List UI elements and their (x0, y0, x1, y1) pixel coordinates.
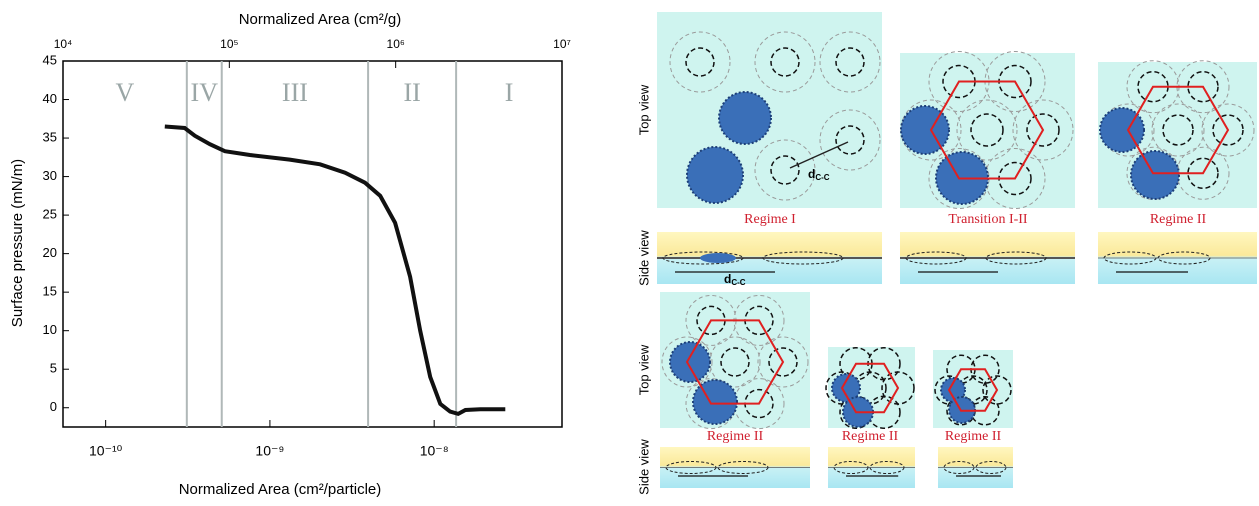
particle-lens (762, 251, 844, 265)
hexagon (1126, 85, 1230, 175)
particle-lens (662, 251, 744, 265)
y-tick-label: 35 (43, 129, 57, 144)
hexagon (947, 368, 999, 412)
regime-label: I (505, 78, 514, 107)
particle (686, 146, 744, 204)
regime-label: IV (191, 78, 219, 107)
exclusion-circle (757, 336, 809, 388)
hexagon (929, 80, 1045, 180)
particle-lens (985, 251, 1047, 265)
regime-label: III (282, 78, 308, 107)
panel-label: Regime II (1150, 212, 1207, 227)
top-tick-label: 10⁷ (553, 37, 571, 51)
curve (164, 124, 506, 417)
core-circle (835, 47, 865, 77)
particle-lens (905, 251, 967, 265)
x-tick-label: 10⁻⁸ (420, 443, 449, 459)
schematic: Top view Side view Top view Side view Regime… (636, 12, 1257, 495)
y-tick-label: 25 (43, 207, 57, 222)
core-circle (770, 155, 800, 185)
exclusion-circle (1012, 99, 1074, 161)
particle-lens (665, 461, 717, 474)
panel-label: Transition I-II (948, 212, 1028, 227)
plot-frame (62, 60, 563, 428)
distance-arrow (789, 141, 849, 169)
particle (692, 379, 738, 425)
exclusion-circle (1176, 60, 1230, 114)
core-circle (835, 125, 865, 155)
particle (718, 91, 772, 145)
exclusion-circle (661, 336, 713, 388)
core-circle (1212, 114, 1244, 146)
particle-lens (1157, 251, 1211, 265)
row-label: Side view (636, 439, 651, 495)
y-tick-label: 30 (43, 168, 57, 183)
particle-lens (1103, 251, 1157, 265)
core-circle (1026, 113, 1060, 147)
exclusion-circle (754, 31, 816, 93)
regime-label: II (403, 78, 420, 107)
top-axis-title: Normalized Area (cm²/g) (239, 11, 402, 28)
row-label: Top view (636, 344, 651, 395)
core-circle (1187, 70, 1219, 103)
particle (1130, 150, 1180, 200)
core-circle (970, 113, 1004, 147)
x-tick-label: 10⁻¹⁰ (89, 443, 123, 459)
panel-label: Regime II (707, 429, 764, 444)
particle (1099, 107, 1145, 153)
y-tick-label: 5 (50, 361, 57, 376)
particle-lens (833, 461, 869, 474)
panel-label: Regime I (744, 212, 796, 227)
exclusion-circle (1201, 103, 1255, 157)
exclusion-circle (1101, 103, 1155, 157)
core-circle (1187, 157, 1219, 190)
particle-side (700, 253, 736, 263)
particle (669, 341, 711, 383)
panel-label: Regime II (945, 429, 1002, 444)
particle-lens (975, 461, 1007, 474)
hexagon (685, 319, 785, 405)
distance-label: dC-C (808, 167, 830, 182)
y-tick-label: 0 (50, 399, 57, 414)
particle-lens (943, 461, 975, 474)
distance-label: dC-C (724, 272, 746, 287)
core-circle (685, 47, 715, 77)
row-label: Side view (636, 230, 651, 286)
y-axis-title: Surface pressure (mN/m) (9, 159, 26, 327)
core-circle (720, 347, 750, 377)
x-tick-label: 10⁻⁹ (255, 443, 284, 459)
row-label: Top view (636, 84, 651, 135)
top-tick-label: 10⁵ (220, 37, 238, 51)
exclusion-circle (956, 99, 1018, 161)
y-tick-label: 45 (43, 52, 57, 67)
core-circle (982, 375, 1012, 405)
exclusion-circle (669, 31, 731, 93)
exclusion-circle (754, 139, 816, 201)
y-tick-label: 15 (43, 284, 57, 299)
hexagon (840, 362, 900, 414)
exclusion-circle (1176, 146, 1230, 200)
exclusion-circle (819, 109, 881, 171)
top-tick-label: 10⁶ (387, 37, 405, 51)
particle-lens (869, 461, 905, 474)
core-circle (770, 47, 800, 77)
particle (940, 377, 966, 403)
y-tick-label: 20 (43, 245, 57, 260)
y-tick-label: 10 (43, 322, 57, 337)
regime-label: V (116, 78, 135, 107)
core-circle (1162, 114, 1194, 146)
panel-label: Regime II (842, 429, 899, 444)
exclusion-circle (819, 31, 881, 93)
particle-lens (717, 461, 769, 474)
exclusion-circle (1151, 103, 1205, 157)
y-tick-label: 40 (43, 91, 57, 106)
core-circle (768, 347, 798, 377)
top-tick-label: 10⁴ (54, 37, 73, 51)
x-axis-title: Normalized Area (cm²/particle) (179, 481, 382, 498)
